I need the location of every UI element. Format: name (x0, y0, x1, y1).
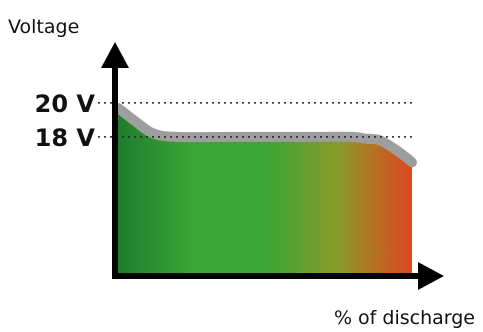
y-tick-label-20v: 20 V (35, 90, 96, 118)
y-axis-label: Voltage (8, 16, 79, 38)
x-axis-label: % of discharge (334, 307, 475, 329)
y-axis-arrowhead (101, 42, 129, 68)
y-tick-label-18v: 18 V (35, 124, 96, 152)
x-axis-arrowhead (418, 262, 444, 290)
voltage-curve-line (113, 102, 417, 168)
discharge-area-fill (118, 107, 412, 274)
